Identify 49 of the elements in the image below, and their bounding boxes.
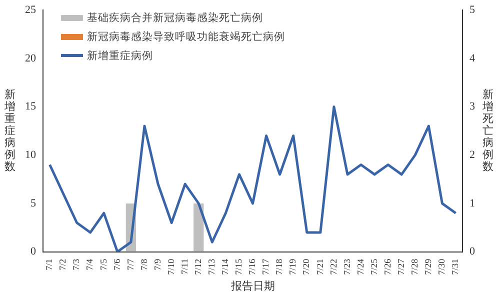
x-tick-label: 7/15	[234, 258, 244, 275]
y-axis-title: 新增重症病例数	[4, 88, 16, 173]
x-tick-label: 7/8	[138, 258, 149, 270]
x-tick-label: 7/21	[314, 258, 325, 275]
y2-tick-label: 0	[470, 246, 476, 258]
x-tick-label: 7/17	[260, 258, 271, 275]
legend-label: 新冠病毒感染导致呼吸功能衰竭死亡病例	[87, 30, 285, 44]
y-tick-label: 20	[25, 52, 36, 64]
y2-tick-label: 3	[470, 100, 476, 113]
x-tick-label: 7/5	[98, 258, 108, 270]
legend-label: 基础疾病合并新冠病毒感染死亡病例	[87, 11, 263, 24]
x-tick-label: 7/3	[71, 258, 82, 270]
x-tick-label: 7/26	[382, 258, 392, 275]
x-tick-label: 7/19	[288, 258, 298, 275]
y-tick-label: 15	[25, 100, 36, 113]
x-tick-label: 7/18	[274, 258, 284, 275]
x-tick-label: 7/2	[58, 258, 68, 270]
x-tick-label: 7/1	[44, 258, 54, 270]
y-tick-label: 25	[25, 4, 36, 16]
legend-label: 新增重症病例	[87, 49, 153, 62]
x-tick-label: 7/22	[328, 258, 338, 275]
x-tick-label: 7/27	[396, 258, 406, 275]
x-tick-label: 7/23	[342, 258, 352, 275]
x-tick-label: 7/20	[301, 258, 312, 275]
x-tick-label: 7/12	[192, 258, 203, 275]
x-tick-label: 7/14	[220, 258, 230, 275]
y2-tick-label: 2	[470, 148, 475, 161]
y-tick-label: 5	[30, 197, 36, 210]
x-tick-label: 7/10	[166, 258, 176, 275]
x-tick-label: 7/28	[409, 258, 420, 275]
x-tick-label: 7/24	[355, 258, 366, 275]
x-tick-label: 7/4	[84, 258, 95, 270]
x-tick-label: 7/9	[152, 258, 162, 270]
x-tick-label: 7/29	[423, 258, 434, 275]
x-tick-label: 7/11	[179, 258, 190, 274]
y-tick-label: 10	[25, 148, 36, 161]
y2-axis-title: 新增死亡病例数	[482, 88, 494, 173]
y-tick-label: 0	[30, 246, 36, 258]
x-tick-label: 7/31	[450, 258, 460, 275]
x-tick-label: 7/13	[206, 258, 217, 275]
y2-tick-label: 5	[470, 4, 476, 16]
x-axis-title: 报告日期	[230, 279, 275, 292]
x-tick-label: 7/30	[436, 258, 447, 275]
x-tick-label: 7/7	[125, 258, 136, 270]
y2-tick-label: 4	[470, 52, 476, 64]
x-tick-label: 7/16	[247, 258, 258, 275]
x-tick-label: 7/6	[112, 258, 122, 270]
x-tick-label: 7/25	[368, 258, 379, 275]
y2-tick-label: 1	[470, 197, 475, 210]
